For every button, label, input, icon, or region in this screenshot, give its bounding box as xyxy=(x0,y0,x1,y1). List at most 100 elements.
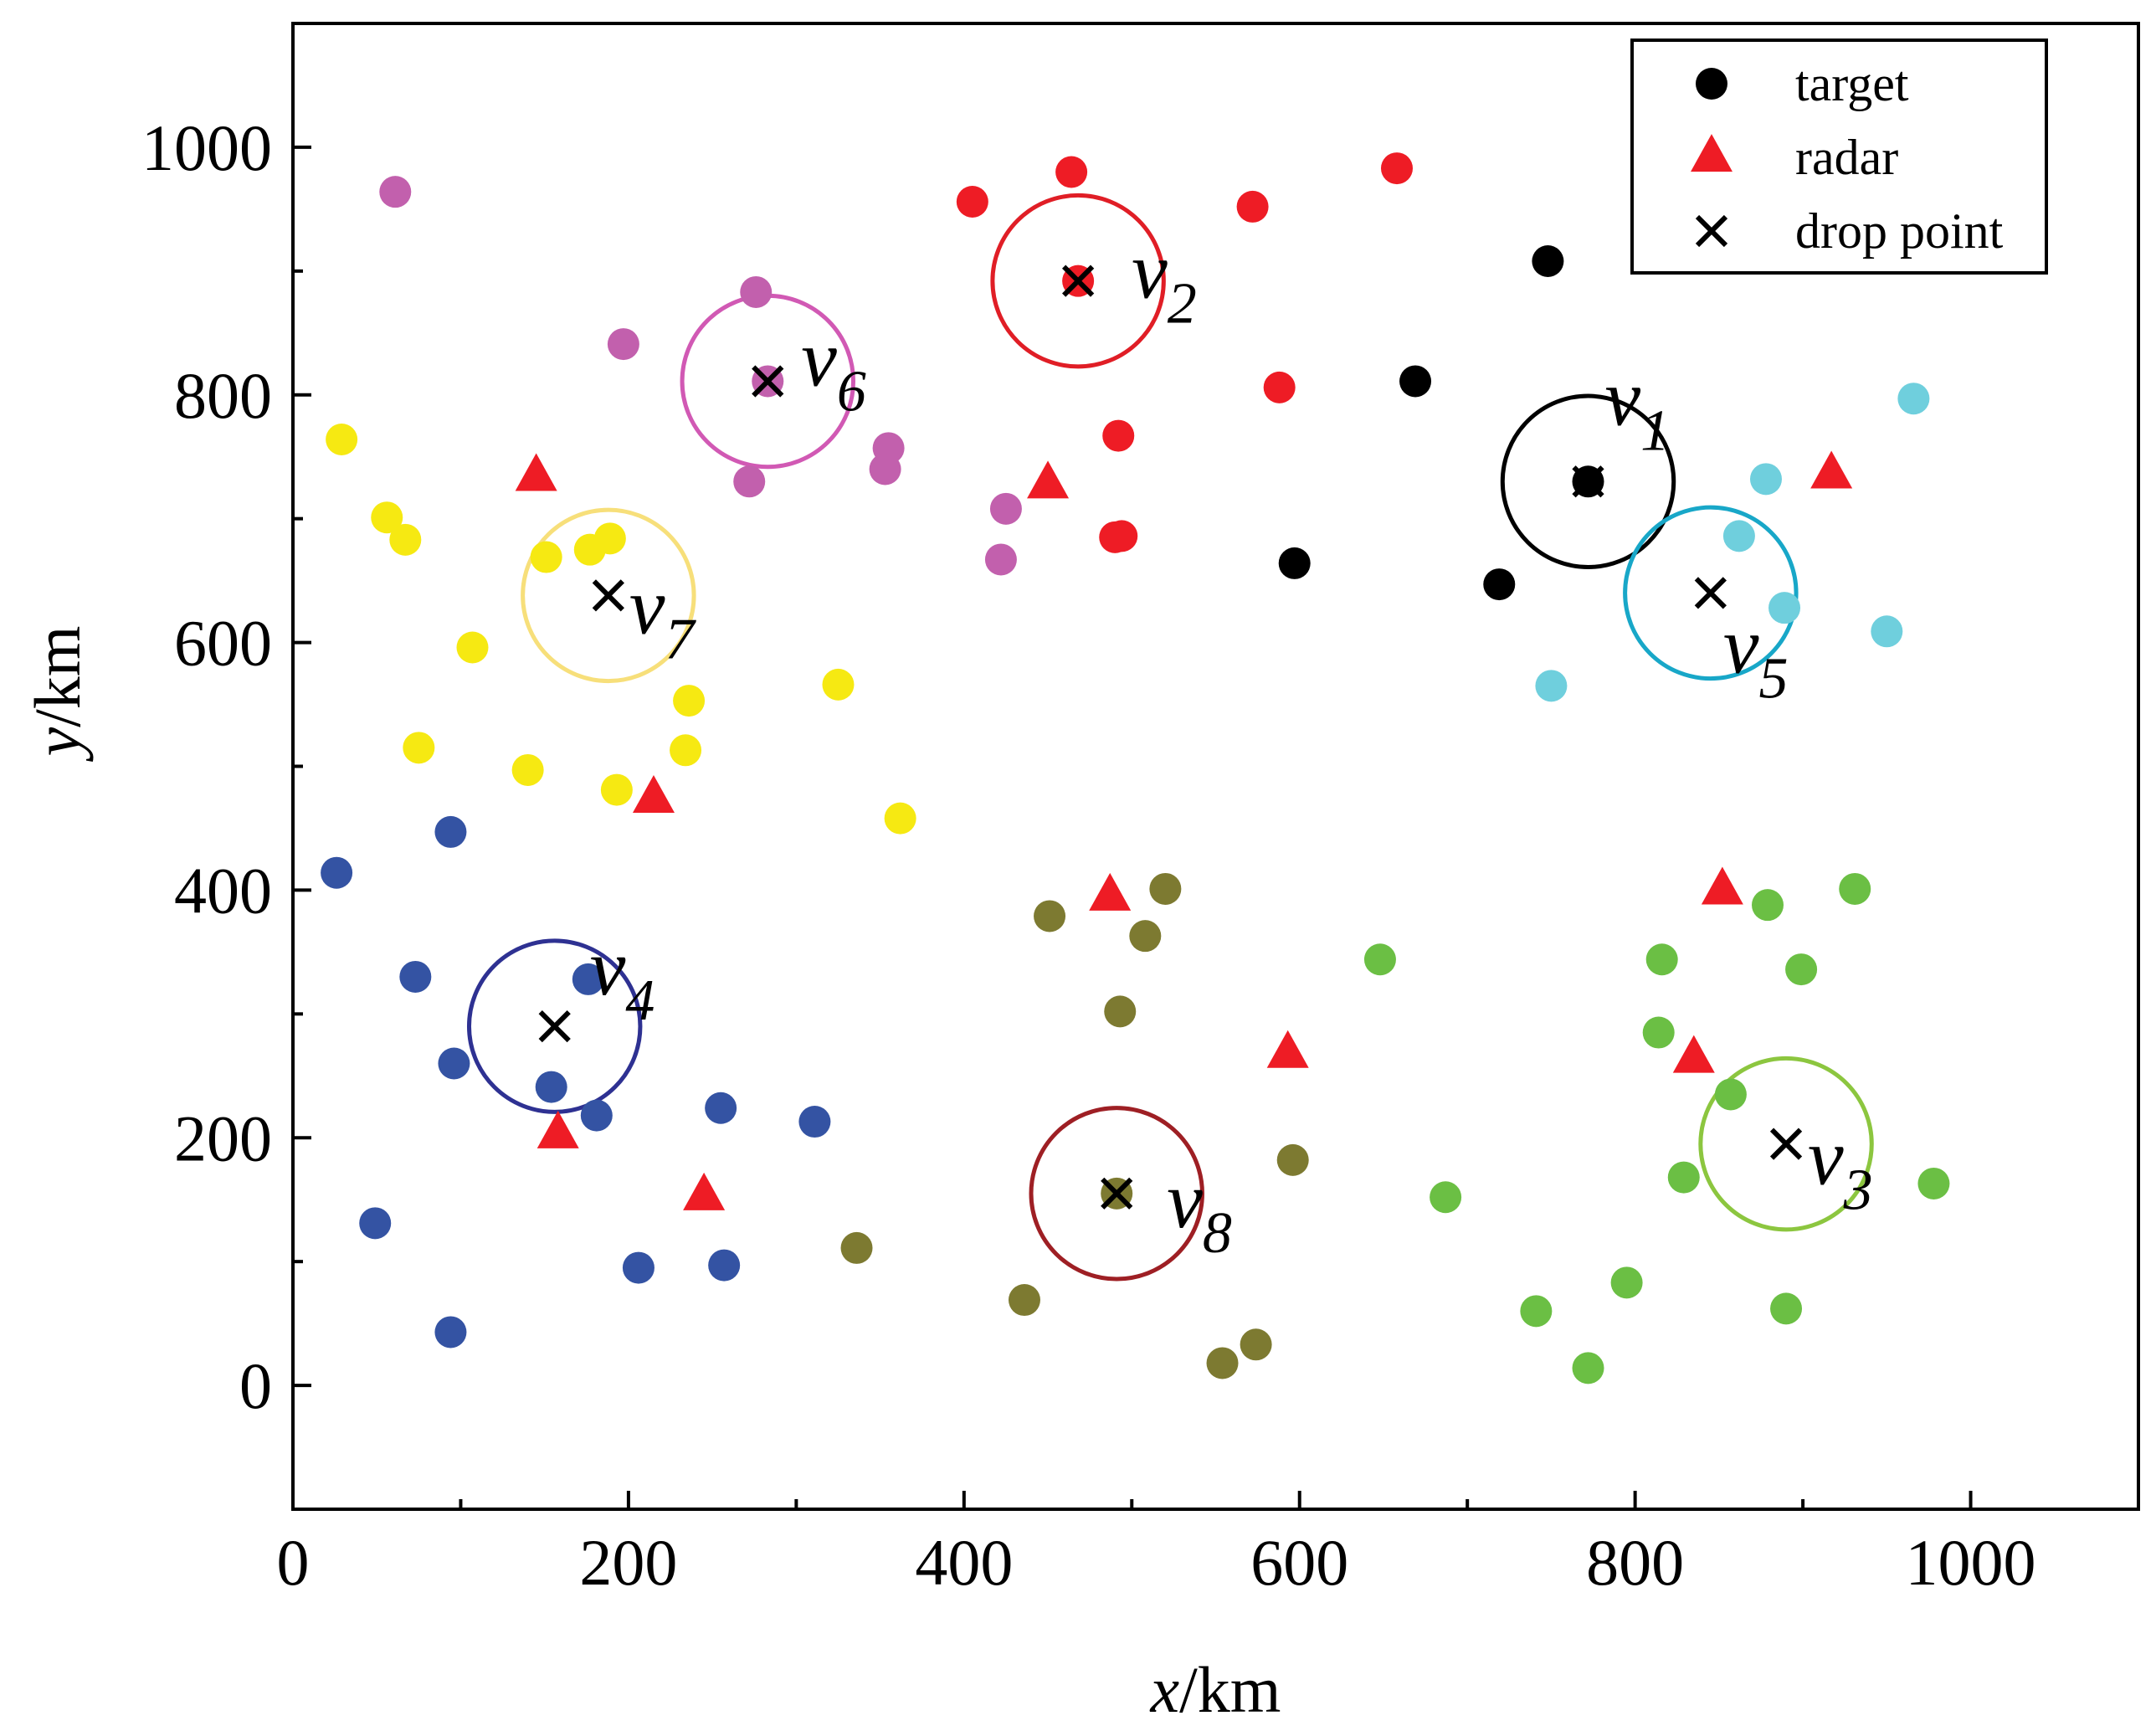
radar-point-9 xyxy=(683,1172,726,1210)
y-axis-title-unit: /km xyxy=(21,626,94,727)
legend-marker-radar xyxy=(1691,134,1732,172)
x-tick-label-0: 0 xyxy=(277,1526,310,1599)
target-point-v2-1 xyxy=(1055,156,1088,188)
target-point-v4-0 xyxy=(321,856,353,889)
target-point-v3-12 xyxy=(1572,1352,1604,1384)
target-point-v2-6 xyxy=(1102,419,1135,452)
y-tick-label-0: 0 xyxy=(239,1349,272,1422)
x-tick-label-800: 800 xyxy=(1586,1526,1684,1599)
uav-label-v8: v8 xyxy=(1167,1155,1232,1266)
y-axis-title: y/km xyxy=(21,626,94,763)
uav-label-v6: v6 xyxy=(801,313,866,424)
target-point-v6-7 xyxy=(989,492,1022,525)
axes-layer: 0 200 400 600 800 100002004006008001000x/kmy/… xyxy=(21,22,2140,1726)
target-point-v4-2 xyxy=(399,960,432,993)
x-tick-label-1000: 1000 xyxy=(1906,1526,2036,1599)
legend-marker-drop-point xyxy=(1695,214,1728,248)
uav-label-v3: v3 xyxy=(1808,1112,1873,1223)
uav-label-subscript-v7: 7 xyxy=(665,607,696,671)
target-point-v6-1 xyxy=(740,275,773,308)
legend-label-target: target xyxy=(1795,56,1909,111)
radars-layer xyxy=(515,450,1853,1210)
uav-label-subscript-v1: 1 xyxy=(1640,398,1670,463)
target-point-v4-3 xyxy=(572,963,604,995)
target-point-v2-3 xyxy=(1380,152,1413,185)
y-tick-label-800: 800 xyxy=(174,359,272,432)
uav-label-v2: v2 xyxy=(1132,226,1197,336)
legend-label-radar: radar xyxy=(1795,130,1898,185)
target-point-v3-1 xyxy=(1839,872,1871,905)
y-tick-label-1000: 1000 xyxy=(141,111,272,184)
uav-label-v1: v1 xyxy=(1605,352,1671,463)
target-point-v2-0 xyxy=(956,186,988,218)
coverage-ring-v7 xyxy=(521,507,696,684)
target-point-v4-12 xyxy=(434,1316,467,1348)
target-point-v7-8 xyxy=(673,685,706,717)
drop-point-v8-stroke-b xyxy=(1101,1177,1133,1210)
target-point-v3-8 xyxy=(1667,1161,1700,1194)
radar-point-0 xyxy=(515,453,557,491)
y-tick-label-600: 600 xyxy=(174,607,272,680)
target-point-v8-4 xyxy=(1276,1143,1309,1176)
target-point-v7-1 xyxy=(371,501,403,534)
drop-points-layer xyxy=(538,265,1803,1210)
radar-point-3 xyxy=(632,775,675,814)
target-point-v6-2 xyxy=(607,328,639,361)
target-point-v7-3 xyxy=(530,541,562,573)
x-tick-label-200: 200 xyxy=(579,1526,677,1599)
radar-point-8 xyxy=(536,1110,579,1148)
drop-point-v2 xyxy=(1062,265,1095,297)
uav-label-subscript-v5: 5 xyxy=(1758,646,1788,711)
target-point-v8-3 xyxy=(1104,995,1137,1028)
target-point-v5-1 xyxy=(1749,463,1782,496)
target-point-v1-4 xyxy=(1483,568,1516,601)
coverage-ring-v4 xyxy=(466,938,643,1114)
target-point-v8-0 xyxy=(1149,872,1182,905)
legend: target radar drop point xyxy=(1630,39,2048,275)
uav-label-subscript-v2: 2 xyxy=(1168,272,1197,336)
target-point-v8-8 xyxy=(1240,1328,1272,1361)
legend-marker-drop-point-stroke-b xyxy=(1695,214,1728,248)
drop-point-v5 xyxy=(1694,577,1727,609)
drop-point-v5-stroke-b xyxy=(1694,577,1727,609)
x-axis-title: x/km xyxy=(1150,1653,1281,1726)
drop-point-v3 xyxy=(1769,1128,1803,1160)
target-point-v3-10 xyxy=(1610,1266,1643,1299)
radar-point-6 xyxy=(1266,1030,1309,1068)
target-point-v7-10 xyxy=(670,734,702,767)
target-point-v2-8 xyxy=(1106,520,1138,552)
target-point-v8-7 xyxy=(1008,1284,1040,1317)
target-point-v1-1 xyxy=(1399,365,1432,398)
target-point-v5-0 xyxy=(1897,383,1930,415)
legend-label-drop-point: drop point xyxy=(1795,203,2004,259)
target-point-v5-2 xyxy=(1722,520,1755,552)
target-point-v1-3 xyxy=(1278,547,1311,579)
drop-point-v3-stroke-b xyxy=(1769,1128,1803,1160)
target-point-v1-0 xyxy=(1532,245,1564,277)
target-point-v8-9 xyxy=(1206,1347,1239,1379)
drop-point-v1-stroke-b xyxy=(1572,465,1604,498)
target-point-v6-5 xyxy=(869,453,901,485)
target-point-v7-12 xyxy=(600,773,633,806)
uav-label-v7: v7 xyxy=(629,561,697,671)
uav-label-subscript-v6: 6 xyxy=(837,359,866,424)
legend-marker-target xyxy=(1696,68,1727,100)
target-point-v7-0 xyxy=(326,424,358,455)
target-point-v7-11 xyxy=(511,753,544,786)
target-point-v3-7 xyxy=(1430,1181,1462,1214)
target-point-v4-6 xyxy=(580,1099,613,1132)
target-point-v4-4 xyxy=(438,1047,470,1080)
y-axis-title-var: y xyxy=(21,727,94,762)
y-tick-label-200: 200 xyxy=(174,1102,272,1174)
radar-point-7 xyxy=(1672,1035,1715,1073)
target-point-v3-4 xyxy=(1785,953,1818,986)
coverage-rings-layer xyxy=(466,193,1874,1282)
target-point-v3-2 xyxy=(1645,943,1678,976)
coverage-ring-v1 xyxy=(1500,393,1676,570)
target-point-v8-2 xyxy=(1129,920,1162,953)
x-tick-label-600: 600 xyxy=(1250,1526,1348,1599)
x-tick-label-400: 400 xyxy=(915,1526,1013,1599)
target-point-v5-3 xyxy=(1768,592,1801,624)
target-point-v7-9 xyxy=(403,732,435,764)
